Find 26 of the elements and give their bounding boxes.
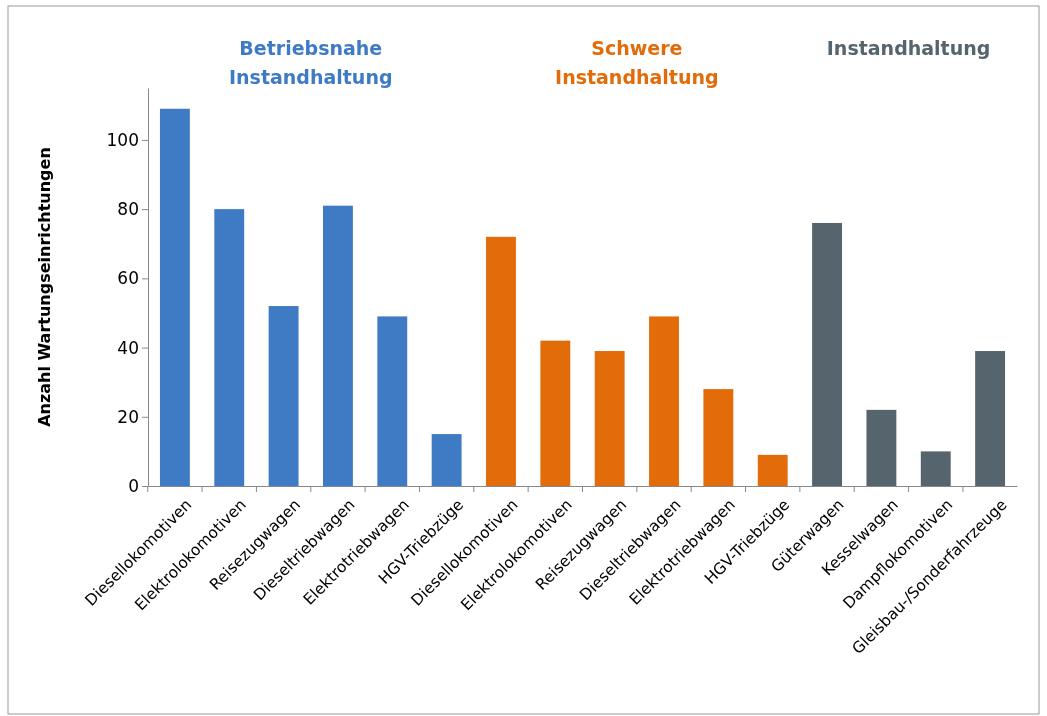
bar (594, 351, 625, 486)
bar (268, 306, 299, 486)
y-tick-label: 80 (117, 199, 139, 220)
bar (540, 340, 571, 486)
bar (377, 316, 408, 486)
y-axis-title: Anzahl Wartungseinrichtungen (35, 147, 54, 427)
bar (703, 389, 734, 486)
text: Instandhaltung (826, 37, 991, 59)
bar (159, 108, 190, 486)
bar (431, 434, 462, 486)
text: Schwere Instandhaltung (555, 37, 719, 88)
y-tick-label: 20 (117, 406, 139, 427)
bar (920, 451, 951, 486)
y-tick-label: 60 (117, 268, 139, 289)
bar (975, 351, 1006, 486)
bar (812, 222, 842, 486)
bar (486, 236, 516, 486)
y-tick-label: 100 (106, 129, 139, 150)
bar (757, 454, 788, 486)
bar (323, 205, 353, 486)
bar (649, 316, 679, 486)
bar (214, 209, 245, 486)
y-tick-label: 40 (117, 337, 139, 358)
text: Betriebsnahe Instandhaltung (228, 37, 393, 88)
y-tick-label: 0 (128, 475, 139, 496)
bar (866, 409, 897, 486)
